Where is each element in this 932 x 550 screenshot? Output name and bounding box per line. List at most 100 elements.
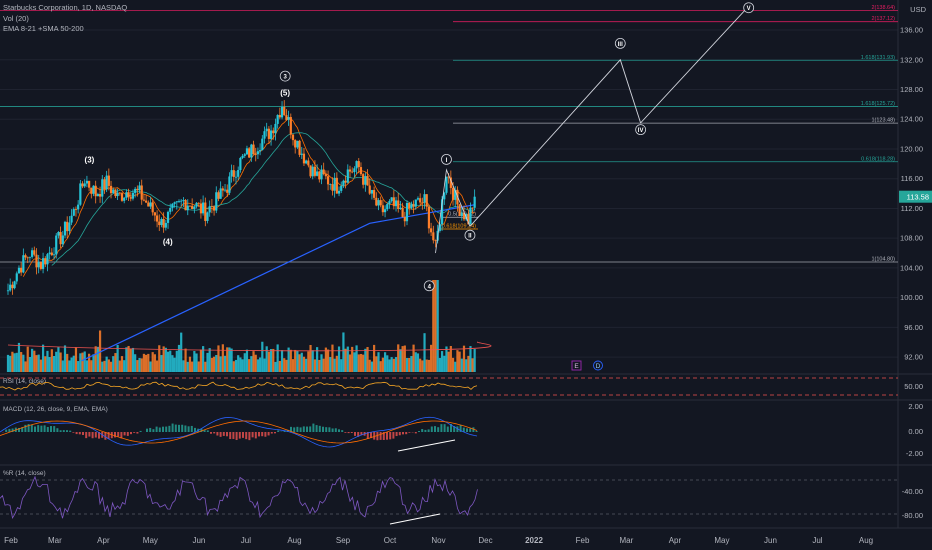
macd-histogram-bar bbox=[395, 432, 398, 437]
candle-body bbox=[307, 160, 310, 166]
candle-body bbox=[305, 160, 308, 164]
time-tick: 2022 bbox=[525, 536, 543, 545]
macd-histogram-bar bbox=[56, 428, 59, 432]
volume-bar bbox=[381, 357, 384, 372]
candle-body bbox=[160, 218, 163, 226]
macd-histogram-bar bbox=[216, 432, 219, 436]
volume-bar bbox=[405, 357, 409, 372]
volume-bar bbox=[337, 346, 341, 372]
macd-tick: 0.00 bbox=[908, 427, 923, 436]
candle-body bbox=[134, 188, 137, 193]
price-tick: 96.00 bbox=[904, 323, 923, 332]
macd-histogram-bar bbox=[18, 427, 20, 432]
macd-histogram-bar bbox=[232, 432, 235, 439]
ema-8-line bbox=[22, 118, 475, 277]
volume-bar bbox=[254, 354, 257, 372]
candle-body bbox=[294, 140, 297, 148]
candle-body bbox=[118, 192, 121, 194]
volume-bar bbox=[11, 351, 14, 372]
price-axis[interactable]: USD 136.00 132.00 128.00 124.00 120.00 116.00 1… bbox=[899, 5, 932, 520]
candle-body bbox=[458, 204, 461, 216]
volume-bar bbox=[344, 348, 347, 372]
candle-body bbox=[48, 252, 51, 255]
volume-bar bbox=[28, 356, 32, 372]
macd-histogram-bar bbox=[165, 426, 168, 432]
macd-histogram-bar bbox=[152, 429, 155, 432]
candle-body bbox=[173, 202, 176, 204]
volume-bar bbox=[147, 353, 150, 372]
macd-histogram-bar bbox=[181, 424, 184, 432]
volume-bar bbox=[186, 361, 189, 372]
volume-bar bbox=[46, 350, 49, 372]
candle-body bbox=[37, 261, 40, 268]
volume-bar bbox=[252, 351, 255, 372]
volume-bar bbox=[451, 357, 455, 372]
volume-bar bbox=[427, 359, 431, 372]
candle-body bbox=[6, 290, 10, 292]
volume-bar bbox=[88, 353, 91, 372]
candle-body bbox=[151, 202, 154, 213]
candle-body bbox=[230, 170, 233, 177]
candle-body bbox=[72, 209, 75, 216]
macd-histogram-bar bbox=[229, 432, 232, 440]
volume-bar bbox=[52, 355, 56, 372]
macd-histogram-bar bbox=[264, 432, 267, 437]
volume-bar bbox=[370, 361, 374, 372]
volume-bar bbox=[414, 352, 417, 372]
candle-body bbox=[83, 183, 86, 187]
volume-bar bbox=[454, 361, 457, 372]
volume-bar bbox=[373, 344, 376, 372]
volume-bar bbox=[419, 358, 422, 372]
volume-bar bbox=[248, 359, 251, 372]
candle-body bbox=[103, 179, 106, 190]
candle-body bbox=[223, 189, 227, 191]
macd-histogram-bar bbox=[466, 428, 468, 432]
macd-histogram-bar bbox=[469, 428, 472, 432]
candle-body bbox=[26, 257, 29, 259]
macd-histogram-bar bbox=[373, 432, 376, 440]
candle-body bbox=[15, 273, 18, 282]
volume-bar bbox=[98, 330, 102, 372]
candle-body bbox=[419, 198, 422, 203]
volume-bar bbox=[307, 351, 310, 372]
macd-histogram-bar bbox=[402, 432, 404, 435]
symbol-line[interactable]: Starbucks Corporation, 1D, NASDAQ bbox=[3, 3, 128, 12]
candle-body bbox=[140, 185, 143, 200]
candle-body bbox=[414, 199, 417, 207]
volume-ma-line bbox=[7, 341, 492, 352]
time-axis[interactable]: Feb Mar Apr May Jun Jul Aug Sep Oct Nov Dec 2022 Feb… bbox=[4, 536, 873, 545]
candle-body bbox=[394, 200, 398, 207]
volume-bar bbox=[390, 357, 393, 372]
wave-label: I bbox=[446, 158, 448, 164]
earnings-marker bbox=[571, 360, 582, 371]
time-tick: Apr bbox=[97, 536, 110, 545]
wave-label: 3 bbox=[283, 75, 287, 81]
volume-bar bbox=[31, 348, 34, 372]
volume-bar bbox=[394, 357, 398, 372]
volume-bar bbox=[309, 344, 312, 372]
candle-body bbox=[256, 151, 260, 155]
time-tick: Mar bbox=[48, 536, 62, 545]
last-price-label: 113.58 bbox=[907, 193, 929, 202]
macd-histogram-bar bbox=[194, 427, 196, 432]
time-tick: Mar bbox=[620, 536, 634, 545]
candle-body bbox=[70, 215, 73, 223]
volume-bar bbox=[399, 349, 402, 372]
candle-body bbox=[410, 204, 413, 209]
candle-body bbox=[123, 197, 126, 201]
volume-bar bbox=[153, 354, 156, 372]
macd-histogram-bar bbox=[238, 432, 241, 439]
volume-bar bbox=[55, 351, 58, 372]
candle-body bbox=[379, 200, 382, 206]
macd-histogram-bar bbox=[94, 432, 97, 438]
price-candles bbox=[6, 100, 476, 295]
volume-bar bbox=[403, 345, 406, 372]
volume-indicator-line[interactable]: Vol (20) bbox=[3, 13, 29, 23]
macd-histogram-bar bbox=[270, 432, 273, 434]
candle-body bbox=[405, 202, 409, 222]
candle-body bbox=[107, 175, 110, 186]
moving-average-line[interactable]: EMA 8-21 +SMA 50-200 bbox=[3, 24, 84, 33]
volume-bar bbox=[421, 360, 424, 372]
macd-histogram-bar bbox=[34, 426, 36, 432]
